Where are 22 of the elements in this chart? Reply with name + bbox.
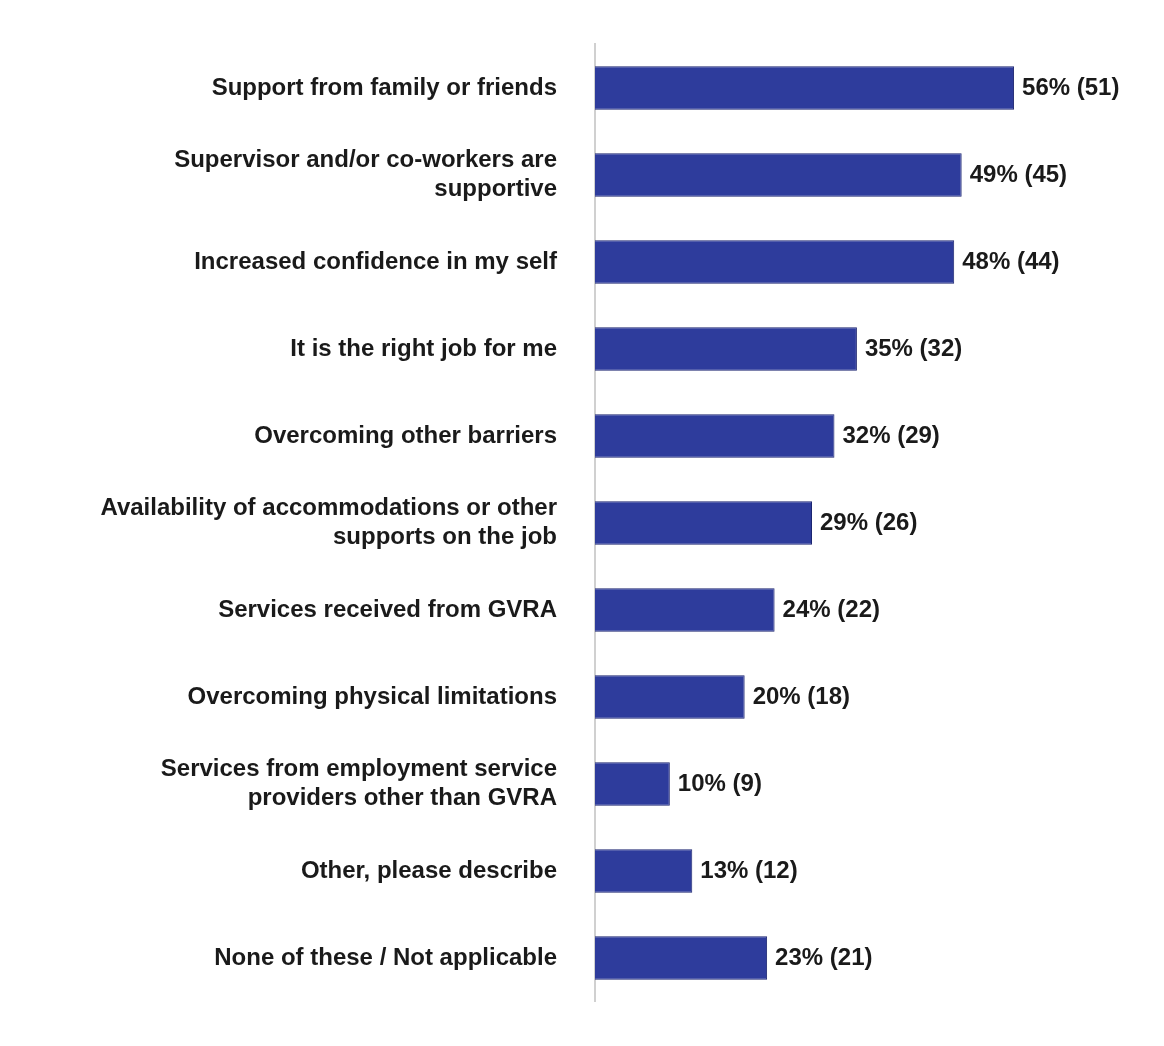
data-label: 24% (22) (782, 594, 880, 622)
data-label: 32% (29) (842, 420, 940, 448)
y-tick-label: Services received from GVRA (218, 594, 557, 622)
data-label: 56% (51) (1022, 72, 1120, 100)
data-label: 13% (12) (700, 855, 798, 883)
data-label: 23% (21) (775, 942, 873, 970)
y-tick-label: Services from employment service providers other than GVRA (160, 754, 557, 811)
y-tick-label: Support from family or friends (211, 72, 557, 100)
data-label: 49% (45) (969, 159, 1068, 187)
y-tick-label: Overcoming other barriers (254, 420, 557, 448)
y-tick-label: It is the right job for me (290, 333, 557, 361)
y-tick-label: Increased confidence in my self (194, 246, 558, 274)
data-label: 35% (32) (864, 333, 963, 361)
y-tick-label: None of these / Not applicable (214, 942, 557, 970)
data-label: 20% (18) (752, 681, 851, 709)
y-tick-label: Supervisor and/or co-workers are supportive (174, 145, 557, 201)
y-tick-label: Availability of accommodations or other supports on the job (100, 493, 557, 550)
data-label: 29% (26) (820, 507, 918, 535)
data-label: 48% (44) (962, 246, 1060, 274)
y-tick-label: Overcoming physical limitations (187, 681, 557, 709)
data-label: 10% (9) (677, 768, 762, 796)
y-tick-label: Other, please describe (300, 855, 557, 883)
